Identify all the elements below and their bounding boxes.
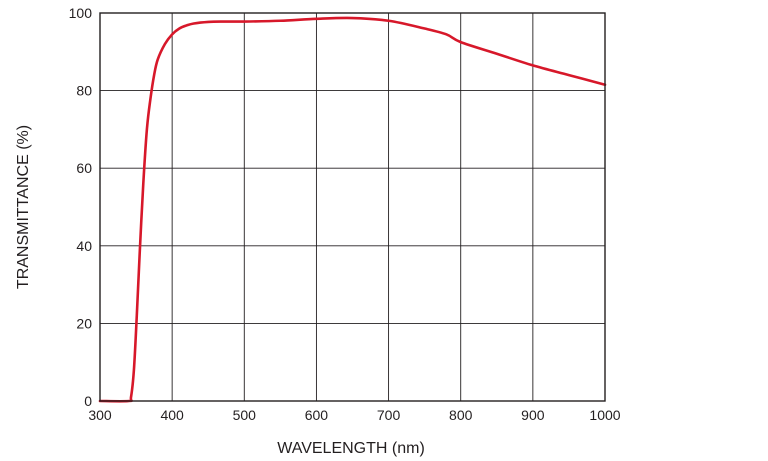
x-tick-label: 500 (233, 407, 257, 423)
y-tick-label: 20 (76, 315, 92, 331)
y-tick-label: 40 (76, 238, 92, 254)
x-tick-label: 300 (88, 407, 112, 423)
x-axis-label: WAVELENGTH (nm) (277, 440, 425, 457)
x-tick-label: 1000 (589, 407, 620, 423)
y-tick-label: 0 (84, 393, 92, 409)
y-tick-label: 80 (76, 83, 92, 99)
x-tick-label: 600 (305, 407, 329, 423)
y-tick-label: 100 (69, 5, 93, 21)
y-tick-label: 60 (76, 160, 92, 176)
x-tick-label: 800 (449, 407, 473, 423)
transmittance-curve (98, 16, 607, 403)
x-tick-label: 400 (160, 407, 184, 423)
x-tick-label: 700 (377, 407, 401, 423)
y-axis-label: TRANSMITTANCE (%) (15, 125, 32, 289)
x-tick-label: 900 (521, 407, 545, 423)
grid (99, 12, 606, 402)
ticks: 300 400 500 600 700 800 900 1000 0 20 40 60 80 100 (69, 5, 621, 423)
plot-frame (99, 12, 606, 402)
